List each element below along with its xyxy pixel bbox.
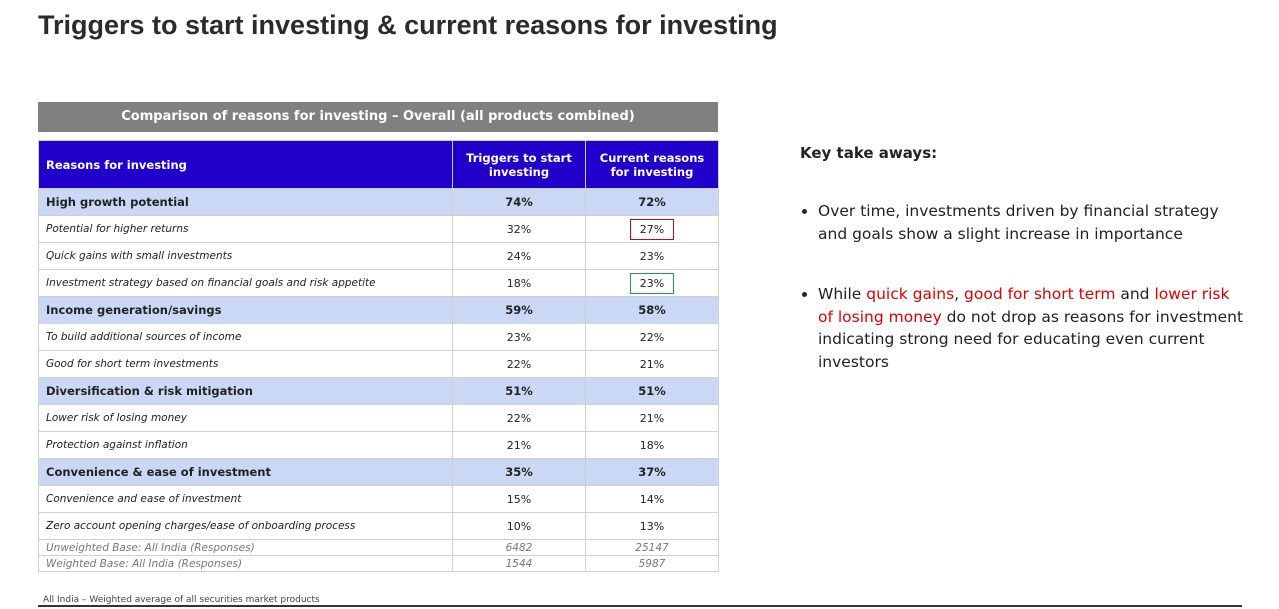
- cell-current: 13%: [585, 512, 719, 540]
- row-label: Good for short term investments: [38, 350, 453, 378]
- group-row: Convenience & ease of investment 35% 37%: [38, 458, 719, 486]
- takeaway-text: and: [1115, 285, 1155, 303]
- column-header: Triggers to start investing: [452, 140, 586, 189]
- takeaway-text: ,: [954, 285, 965, 303]
- item-row: Convenience and ease of investment 15% 14%: [38, 485, 719, 513]
- item-row: Zero account opening charges/ease of onb…: [38, 512, 719, 540]
- cell-current: 22%: [585, 323, 719, 351]
- cell-triggers: 74%: [452, 188, 586, 216]
- row-label: To build additional sources of income: [38, 323, 453, 351]
- takeaway-text: Over time, investments driven by financi…: [818, 202, 1219, 243]
- group-row: High growth potential 74% 72%: [38, 188, 719, 216]
- table: Reasons for investing Triggers to start …: [38, 140, 719, 572]
- cell-current: 21%: [585, 404, 719, 432]
- cell-current: 18%: [585, 431, 719, 459]
- cell-triggers: 18%: [452, 269, 586, 297]
- row-label: Zero account opening charges/ease of onb…: [38, 512, 453, 540]
- cell-current: 5987: [585, 555, 719, 572]
- item-row: To build additional sources of income 23%…: [38, 323, 719, 351]
- group-row: Income generation/savings 59% 58%: [38, 296, 719, 324]
- row-label: Investment strategy based on financial g…: [38, 269, 453, 297]
- row-label: Potential for higher returns: [38, 215, 453, 243]
- cell-triggers: 35%: [452, 458, 586, 486]
- bottom-rule: [38, 605, 1242, 607]
- cell-triggers: 6482: [452, 539, 586, 556]
- cell-triggers: 59%: [452, 296, 586, 324]
- takeaway-text: lower risk of losing money: [818, 285, 1230, 326]
- item-row: Potential for higher returns 32% 27%: [38, 215, 719, 243]
- cell-current: 27%: [585, 215, 719, 243]
- takeaways-title: Key take aways:: [800, 144, 938, 162]
- cell-triggers: 51%: [452, 377, 586, 405]
- cell-triggers: 10%: [452, 512, 586, 540]
- takeaways-list: Over time, investments driven by financi…: [800, 200, 1248, 411]
- row-label: Convenience & ease of investment: [38, 458, 453, 486]
- item-row: Protection against inflation 21% 18%: [38, 431, 719, 459]
- cell-current: 72%: [585, 188, 719, 216]
- cell-current: 25147: [585, 539, 719, 556]
- item-row: Lower risk of losing money 22% 21%: [38, 404, 719, 432]
- takeaway: Over time, investments driven by financi…: [818, 200, 1248, 245]
- base-row: Unweighted Base: All India (Responses) 64…: [38, 539, 719, 556]
- row-label: High growth potential: [38, 188, 453, 216]
- table-caption: Comparison of reasons for investing – Ov…: [38, 102, 718, 132]
- cell-triggers: 32%: [452, 215, 586, 243]
- cell-triggers: 22%: [452, 350, 586, 378]
- item-row: Investment strategy based on financial g…: [38, 269, 719, 297]
- header-row: Reasons for investing Triggers to start …: [38, 140, 719, 189]
- cell-current: 51%: [585, 377, 719, 405]
- cell-current: 58%: [585, 296, 719, 324]
- row-label: Unweighted Base: All India (Responses): [38, 539, 453, 556]
- row-label: Protection against inflation: [38, 431, 453, 459]
- row-label: Income generation/savings: [38, 296, 453, 324]
- row-label: Lower risk of losing money: [38, 404, 453, 432]
- table-body: High growth potential 74% 72% Potential for…: [38, 188, 719, 572]
- takeaway-text: do not drop as reasons for investment in…: [818, 307, 1244, 371]
- base-row: Weighted Base: All India (Responses) 1544…: [38, 555, 719, 572]
- group-row: Diversification & risk mitigation 51% 51%: [38, 377, 719, 405]
- column-header: Reasons for investing: [38, 140, 453, 189]
- takeaway-text: good for short term: [964, 285, 1116, 303]
- cell-triggers: 23%: [452, 323, 586, 351]
- cell-triggers: 22%: [452, 404, 586, 432]
- title: Triggers to start investing & current re…: [38, 10, 778, 40]
- cell-triggers: 15%: [452, 485, 586, 513]
- row-label: Weighted Base: All India (Responses): [38, 555, 453, 572]
- row-label: Diversification & risk mitigation: [38, 377, 453, 405]
- takeaway: While quick gains, good for short term a…: [818, 283, 1248, 373]
- cell-current: 23%: [585, 242, 719, 270]
- column-header: Current reasons for investing: [585, 140, 719, 189]
- cell-triggers: 1544: [452, 555, 586, 572]
- item-row: Quick gains with small investments 24% 23%: [38, 242, 719, 270]
- cell-triggers: 21%: [452, 431, 586, 459]
- cell-current: 37%: [585, 458, 719, 486]
- footnote: All India – Weighted average of all secu…: [43, 595, 320, 605]
- cell-triggers: 24%: [452, 242, 586, 270]
- takeaway-text: quick gains: [866, 285, 955, 303]
- cell-current: 21%: [585, 350, 719, 378]
- takeaway-text: While: [818, 285, 867, 303]
- highlight-box: 23%: [629, 272, 675, 294]
- row-label: Quick gains with small investments: [38, 242, 453, 270]
- item-row: Good for short term investments 22% 21%: [38, 350, 719, 378]
- cell-current: 14%: [585, 485, 719, 513]
- cell-current: 23%: [585, 269, 719, 297]
- row-label: Convenience and ease of investment: [38, 485, 453, 513]
- highlight-box: 27%: [629, 218, 675, 240]
